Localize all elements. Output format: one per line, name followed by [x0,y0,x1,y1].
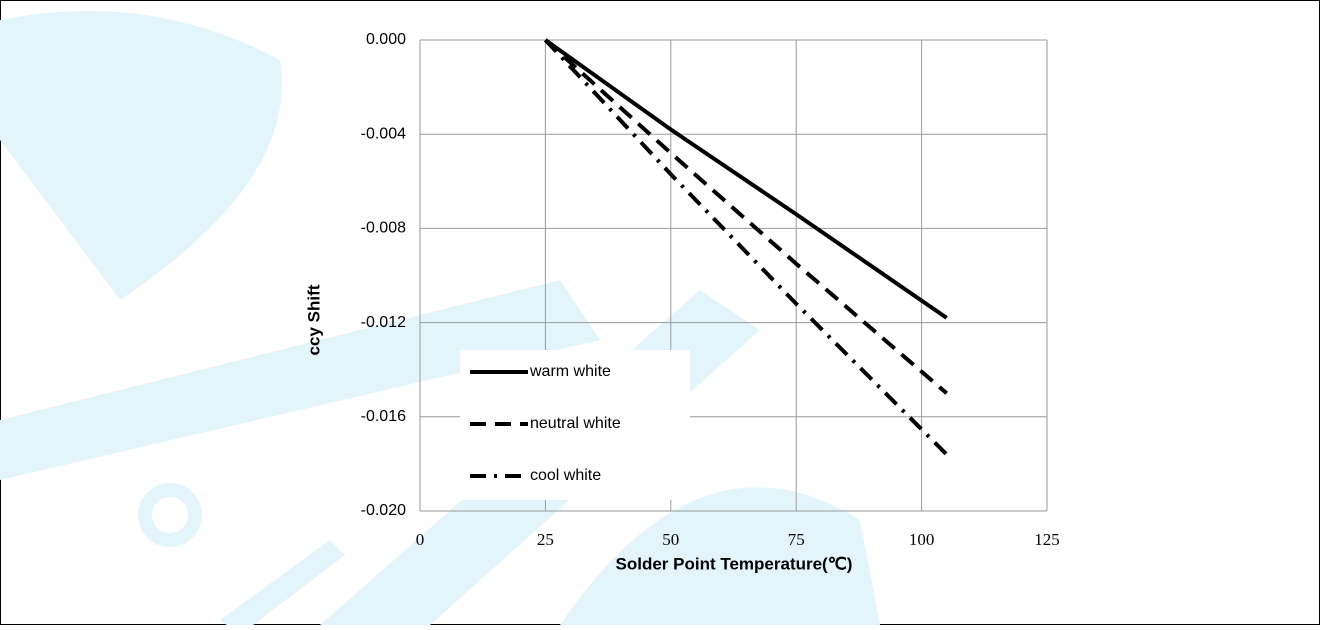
y-tick-label: -0.008 [361,220,406,237]
series-line [543,38,949,456]
x-tick-label: 125 [1034,530,1060,549]
legend-label: neutral white [530,415,621,432]
y-tick-label: -0.004 [361,125,406,142]
y-tick-label: 0.000 [366,31,406,48]
y-tick-label: -0.012 [361,314,406,331]
y-tick-label: -0.020 [361,502,406,519]
legend-label: cool white [530,467,601,484]
y-tick-label: -0.016 [361,408,406,425]
x-tick-label: 100 [909,530,935,549]
series-line [544,38,948,320]
series-line [544,38,948,395]
x-axis-title: Solder Point Temperature(℃) [616,554,853,573]
y-axis-title: ccy Shift [304,284,323,355]
legend-label: warm white [529,363,611,380]
legend: warm white neutral white cool white [460,350,690,500]
x-tick-label: 50 [662,530,679,549]
x-tick-label: 75 [788,530,805,549]
x-tick-label: 25 [537,530,554,549]
x-tick-label: 0 [416,530,425,549]
